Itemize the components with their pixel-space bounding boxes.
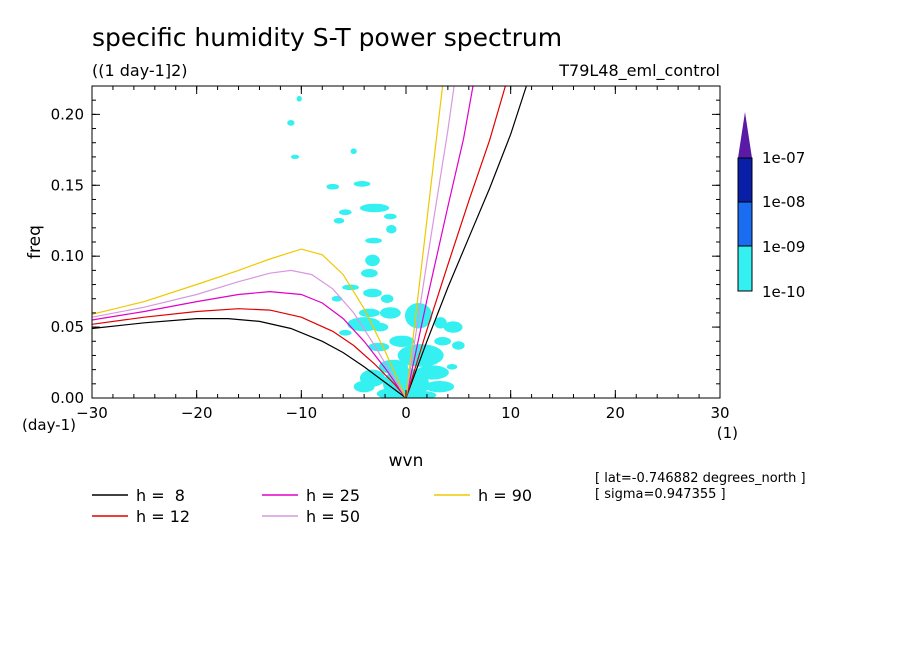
- x-tick-label: 10: [501, 404, 520, 422]
- series-line-12: [92, 86, 506, 398]
- x-tick-label: −30: [76, 404, 108, 422]
- contour-blob: [296, 95, 302, 102]
- contour-blob: [360, 268, 378, 278]
- legend-label-h25: h = 25: [306, 486, 360, 505]
- y-tick-label: 0.20: [51, 105, 84, 123]
- colorbar-label: 1e-08: [762, 193, 805, 211]
- contour-blob: [407, 390, 437, 398]
- legend-label-h50: h = 50: [306, 507, 360, 526]
- y-tick-label: 0.00: [51, 389, 84, 407]
- colorbar-swatch-1: [738, 158, 752, 202]
- y-unit-label: (day-1): [22, 416, 76, 434]
- chart-title: specific humidity S-T power spectrum: [92, 23, 562, 52]
- y-tick-label: 0.10: [51, 247, 84, 265]
- contour-blob: [353, 181, 371, 187]
- contour-blob: [339, 329, 352, 336]
- colorbar-label: 1e-10: [762, 283, 805, 301]
- contour-blob: [434, 317, 447, 329]
- series-line-8: [92, 86, 527, 398]
- x-tick-label: −10: [286, 404, 318, 422]
- series-line-90: [92, 86, 444, 398]
- chart-subtitle: ((1 day-1]2): [92, 61, 188, 80]
- x-unit-label: (1): [717, 424, 738, 442]
- contour-blob: [452, 341, 465, 350]
- series-line-50: [92, 86, 455, 398]
- experiment-label: T79L48_eml_control: [558, 61, 720, 81]
- contour-fill-group: [287, 95, 465, 398]
- contour-blob: [350, 148, 357, 155]
- series-line-25: [92, 86, 474, 398]
- legend-label-h90: h = 90: [478, 486, 532, 505]
- contour-blob: [389, 335, 415, 347]
- contour-blob: [397, 344, 444, 367]
- legend-label-h12: h = 12: [136, 507, 190, 526]
- contour-blob: [434, 337, 452, 346]
- colorbar-overflow-triangle: [738, 112, 752, 158]
- legend: h = 8 h = 12 h = 25 h = 50 h = 90: [92, 486, 532, 526]
- contour-blob: [290, 154, 300, 160]
- y-tick-label: 0.15: [51, 176, 84, 194]
- x-tick-label: −20: [181, 404, 213, 422]
- y-axis-label: freq: [25, 225, 45, 259]
- x-axis-label: wvn: [389, 451, 424, 471]
- colorbar-swatch-3: [738, 246, 752, 291]
- contour-blob: [339, 209, 352, 216]
- x-tick-label: 0: [401, 404, 411, 422]
- latitude-note: [ lat=-0.746882 degrees_north ]: [595, 471, 806, 486]
- colorbar-frame: [737, 157, 753, 292]
- contour-blob: [446, 363, 458, 370]
- colorbar-label: 1e-09: [762, 238, 805, 256]
- colorbar-swatch-2: [738, 202, 752, 246]
- contour-blob: [353, 380, 375, 393]
- contour-blob: [380, 294, 394, 303]
- contour-blob: [379, 307, 401, 319]
- colorbar: 1e-07 1e-08 1e-09 1e-10: [737, 112, 805, 301]
- contour-blob: [365, 254, 380, 267]
- contour-blob: [326, 183, 340, 190]
- contour-blob: [424, 380, 455, 393]
- x-ticks-group: −30 −20 −10 0 10 20 30: [76, 86, 730, 422]
- contour-blob: [384, 213, 397, 220]
- contour-blob: [371, 322, 389, 332]
- contour-blob: [363, 288, 382, 298]
- legend-label-h8: h = 8: [136, 486, 185, 505]
- colorbar-label: 1e-07: [762, 149, 805, 167]
- x-tick-label: 30: [710, 404, 729, 422]
- x-tick-label: 20: [606, 404, 625, 422]
- contour-blob: [287, 120, 295, 126]
- contour-blob: [443, 321, 463, 333]
- contour-blob: [358, 308, 380, 318]
- contour-blob: [386, 224, 397, 234]
- sigma-note: [ sigma=0.947355 ]: [595, 487, 726, 502]
- contour-blob: [365, 237, 382, 244]
- contour-blob: [359, 203, 390, 213]
- y-ticks-group: 0.00 0.05 0.10 0.15 0.20: [51, 105, 720, 407]
- dispersion-curves-group: [92, 86, 527, 398]
- y-tick-label: 0.05: [51, 318, 84, 336]
- contour-blob: [333, 217, 345, 224]
